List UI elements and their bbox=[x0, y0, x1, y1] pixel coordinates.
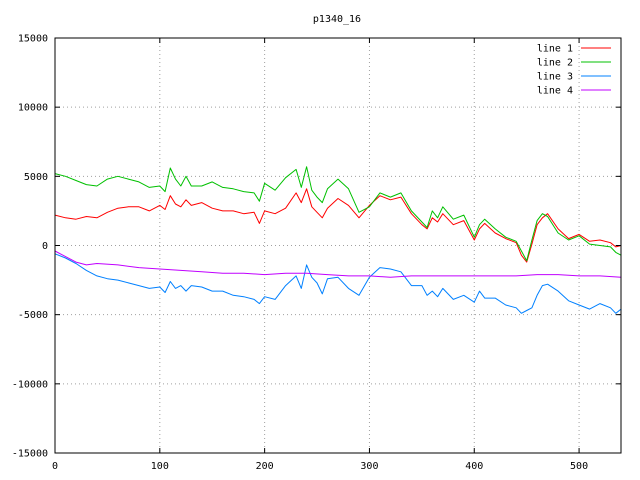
series-line-4 bbox=[54, 250, 622, 278]
y-tick-label: -15000 bbox=[12, 449, 48, 460]
axis-ticks: -15000 -10000 -5000 0 5000 10000 15000 0 100 200 3… bbox=[12, 34, 621, 472]
legend-label-2: line 2 bbox=[537, 58, 573, 69]
x-tick-label: 0 bbox=[52, 461, 58, 472]
y-tick-label: 10000 bbox=[18, 103, 48, 114]
series-line-3 bbox=[54, 253, 622, 314]
plot-series bbox=[54, 166, 622, 314]
series-line-1 bbox=[54, 188, 622, 263]
chart-title: p1340_16 bbox=[313, 14, 361, 25]
grid bbox=[55, 38, 621, 453]
y-tick-label: -10000 bbox=[12, 379, 48, 390]
legend-label-1: line 1 bbox=[537, 44, 573, 55]
y-tick-label: 0 bbox=[42, 241, 48, 252]
legend-label-4: line 4 bbox=[537, 86, 573, 97]
x-tick-label: 400 bbox=[465, 461, 483, 472]
x-tick-label: 100 bbox=[151, 461, 169, 472]
y-tick-label: 15000 bbox=[18, 34, 48, 45]
x-tick-label: 300 bbox=[360, 461, 378, 472]
legend-label-3: line 3 bbox=[537, 72, 573, 83]
y-tick-label: 5000 bbox=[24, 172, 48, 183]
series-line-2 bbox=[54, 166, 622, 262]
legend: line 1 line 2 line 3 line 4 bbox=[537, 44, 611, 97]
y-tick-label: -5000 bbox=[18, 310, 48, 321]
x-tick-label: 200 bbox=[256, 461, 274, 472]
x-tick-label: 500 bbox=[570, 461, 588, 472]
